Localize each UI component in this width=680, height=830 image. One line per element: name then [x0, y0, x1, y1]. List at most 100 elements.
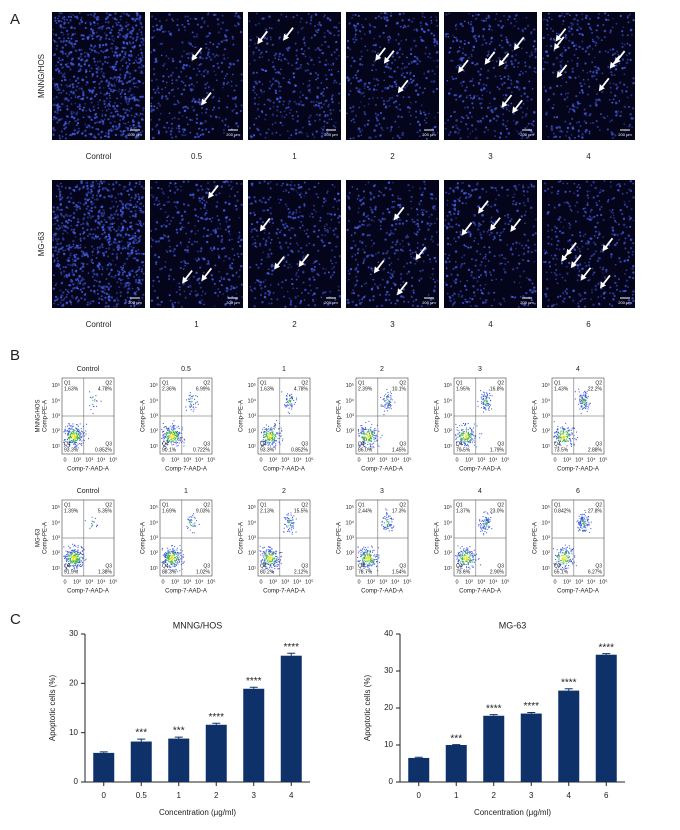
- nucleus: [59, 135, 61, 137]
- nucleus: [189, 77, 192, 80]
- nucleus: [75, 298, 77, 300]
- nucleus: [479, 253, 481, 255]
- nucleus: [464, 54, 467, 57]
- nucleus: [72, 274, 74, 276]
- nucleus: [460, 137, 462, 139]
- nucleus: [335, 262, 337, 264]
- nucleus: [431, 70, 434, 73]
- nucleus: [337, 208, 339, 210]
- nucleus: [64, 79, 67, 82]
- nucleus: [55, 296, 57, 298]
- nucleus: [326, 78, 328, 80]
- nucleus: [82, 277, 84, 279]
- nucleus: [359, 131, 361, 133]
- nucleus: [75, 40, 77, 42]
- nucleus: [133, 247, 135, 249]
- nucleus: [533, 120, 535, 122]
- nucleus: [380, 225, 382, 227]
- nucleus: [109, 66, 111, 68]
- nucleus: [134, 210, 136, 212]
- nucleus: [55, 250, 57, 252]
- nucleus: [435, 260, 437, 262]
- nucleus: [574, 18, 576, 20]
- nucleus: [78, 64, 80, 66]
- nucleus: [105, 248, 107, 250]
- nucleus: [56, 196, 58, 198]
- nucleus: [196, 241, 198, 243]
- nucleus: [111, 29, 113, 31]
- nucleus: [131, 79, 133, 81]
- nucleus: [67, 290, 69, 292]
- nucleus: [132, 42, 134, 44]
- nucleus: [100, 36, 102, 38]
- nucleus: [581, 41, 583, 43]
- nucleus: [106, 293, 108, 295]
- nucleus: [358, 207, 360, 209]
- nucleus: [113, 241, 115, 243]
- nucleus: [576, 107, 578, 109]
- nucleus: [168, 58, 170, 60]
- nucleus: [402, 222, 404, 224]
- nucleus: [80, 224, 82, 226]
- nucleus: [485, 299, 487, 301]
- nucleus: [327, 63, 329, 65]
- nucleus: [403, 96, 405, 98]
- nucleus: [308, 304, 310, 306]
- nucleus: [351, 234, 353, 236]
- nucleus: [620, 15, 622, 17]
- nucleus: [90, 133, 92, 135]
- nucleus: [480, 120, 482, 122]
- nucleus: [121, 240, 123, 242]
- nucleus: [302, 271, 305, 274]
- nucleus: [127, 296, 129, 298]
- nucleus: [511, 50, 513, 52]
- nucleus: [80, 59, 82, 61]
- nucleus: [66, 276, 68, 278]
- nucleus: [139, 281, 141, 283]
- nucleus: [447, 80, 449, 82]
- nucleus: [84, 130, 86, 132]
- nucleus: [104, 289, 106, 291]
- nucleus: [53, 287, 55, 289]
- nucleus: [304, 299, 306, 301]
- nucleus: [241, 296, 243, 298]
- nucleus: [211, 274, 213, 276]
- nucleus: [275, 72, 277, 74]
- nucleus: [236, 199, 239, 202]
- nucleus: [60, 242, 62, 244]
- nucleus: [300, 18, 302, 20]
- nucleus: [126, 67, 128, 69]
- column-label: 2: [390, 152, 395, 161]
- nucleus: [237, 253, 239, 255]
- nucleus: [609, 31, 611, 33]
- nucleus: [124, 130, 126, 132]
- nucleus: [110, 230, 112, 232]
- nucleus: [251, 291, 253, 293]
- nucleus: [325, 199, 327, 201]
- nucleus: [52, 134, 54, 136]
- nucleus: [425, 117, 427, 119]
- nucleus: [96, 18, 98, 20]
- nucleus: [505, 107, 507, 109]
- nucleus: [96, 75, 98, 77]
- nucleus: [568, 47, 570, 49]
- nucleus: [516, 209, 519, 212]
- nucleus: [411, 219, 413, 221]
- nucleus: [497, 24, 499, 26]
- nucleus: [77, 221, 80, 224]
- nucleus: [397, 204, 400, 207]
- nucleus: [400, 277, 402, 279]
- nucleus: [112, 43, 114, 45]
- nucleus: [479, 103, 481, 105]
- nucleus: [187, 204, 189, 206]
- nucleus: [371, 211, 373, 213]
- nucleus: [132, 249, 134, 251]
- nucleus: [163, 224, 165, 226]
- nucleus: [357, 198, 359, 200]
- nucleus: [168, 76, 170, 78]
- nucleus: [275, 80, 277, 82]
- nucleus: [414, 85, 416, 87]
- nucleus: [68, 16, 70, 18]
- nucleus: [93, 290, 95, 292]
- nucleus: [607, 15, 609, 17]
